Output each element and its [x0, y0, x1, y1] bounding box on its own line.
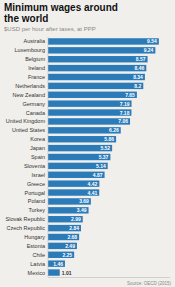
category-label: Poland [28, 198, 45, 204]
bar [48, 225, 81, 231]
category-label: Slovenia [24, 163, 46, 169]
data-label: 6.26 [109, 127, 119, 133]
category-label: Australia [24, 38, 46, 44]
bars [48, 38, 159, 276]
bar [48, 243, 77, 249]
category-label: Hungary [24, 234, 45, 240]
bar [48, 252, 74, 258]
category-label: Czech Republic [6, 225, 45, 231]
bar [48, 154, 110, 160]
chart: Minimum wages aroundthe world $USD per ho… [0, 0, 175, 287]
bar [48, 38, 159, 44]
category-labels: Australia Luxembourg Belgium Ireland France N… [6, 38, 46, 275]
data-label: 2.68 [67, 234, 77, 240]
data-label: 4.87 [93, 172, 103, 178]
data-label: 4.42 [88, 181, 98, 187]
category-label: Greece [27, 181, 45, 187]
y-axis-line [48, 37, 49, 277]
bar [48, 127, 121, 133]
data-label: 8.46 [135, 65, 145, 71]
category-label: Luxembourg [14, 47, 45, 53]
data-label: 8.34 [133, 74, 143, 80]
data-label: 3.69 [79, 198, 89, 204]
category-label: Israel [32, 172, 45, 178]
bar [48, 198, 91, 204]
data-label: 7.18 [120, 110, 130, 116]
bar [48, 136, 116, 142]
data-label: 5.37 [99, 154, 109, 160]
category-label: Germany [22, 101, 45, 107]
data-labels: 9.54 9.24 8.57 8.46 8.34 8.2 7.65 7.19 7.18 7.06 6… [53, 38, 157, 275]
bar [48, 100, 132, 106]
title: Minimum wages aroundthe world [4, 2, 118, 24]
category-label: New Zealand [13, 92, 45, 98]
category-label: Turkey [28, 207, 45, 213]
category-label: Latvia [30, 261, 46, 267]
category-label: Mexico [28, 270, 45, 276]
category-label: Slovak Republic [6, 216, 46, 222]
category-label: Chile [32, 252, 45, 258]
category-label: Canada [26, 110, 46, 116]
data-label: 5.52 [100, 145, 110, 151]
data-label: 7.65 [125, 92, 135, 98]
category-label: Estonia [27, 243, 46, 249]
data-label: 3.49 [77, 207, 87, 213]
bar [48, 92, 137, 98]
data-label: 5.14 [96, 163, 106, 169]
subtitle: $USD per hour after taxes, at PPP [4, 26, 96, 32]
data-label: 9.54 [147, 38, 157, 44]
data-label: 4.41 [88, 190, 98, 196]
category-label: United Kingdom [6, 118, 46, 124]
category-label: Belgium [25, 56, 45, 62]
data-label: 1.01 [62, 270, 72, 276]
bar [48, 269, 60, 275]
bar [48, 145, 112, 151]
bar [48, 65, 146, 71]
data-label: 2.25 [62, 252, 72, 258]
bar [48, 189, 99, 195]
data-label: 5.86 [104, 136, 114, 142]
data-label: 1.46 [53, 261, 63, 267]
category-label: Korea [30, 136, 46, 142]
data-label: 8.57 [136, 56, 146, 62]
category-label: France [28, 74, 45, 80]
bar [48, 47, 155, 53]
data-label: 2.84 [69, 225, 79, 231]
category-label: United States [12, 127, 45, 133]
bar [48, 83, 143, 89]
x-axis-line [48, 277, 170, 278]
data-label: 8.2 [134, 83, 141, 89]
category-label: Spain [31, 154, 45, 160]
background [0, 0, 175, 287]
bar [48, 74, 145, 80]
data-label: 2.49 [65, 243, 75, 249]
bar [48, 118, 130, 124]
bar [48, 109, 131, 115]
bar [48, 260, 65, 266]
data-label: 7.19 [120, 101, 130, 107]
bar [48, 56, 148, 62]
bar [48, 180, 99, 186]
category-label: Portugal [25, 190, 46, 196]
data-label: 2.99 [71, 216, 81, 222]
category-label: Netherlands [15, 83, 45, 89]
bar [48, 216, 83, 222]
category-label: Ireland [28, 65, 45, 71]
bar [48, 234, 79, 240]
data-label: 7.06 [118, 118, 128, 124]
bar [48, 163, 108, 169]
category-label: Japan [30, 145, 45, 151]
bar [48, 207, 89, 213]
data-label: 9.24 [144, 47, 154, 53]
bar [48, 172, 105, 178]
source: Source: OECD (2015) [127, 281, 172, 286]
